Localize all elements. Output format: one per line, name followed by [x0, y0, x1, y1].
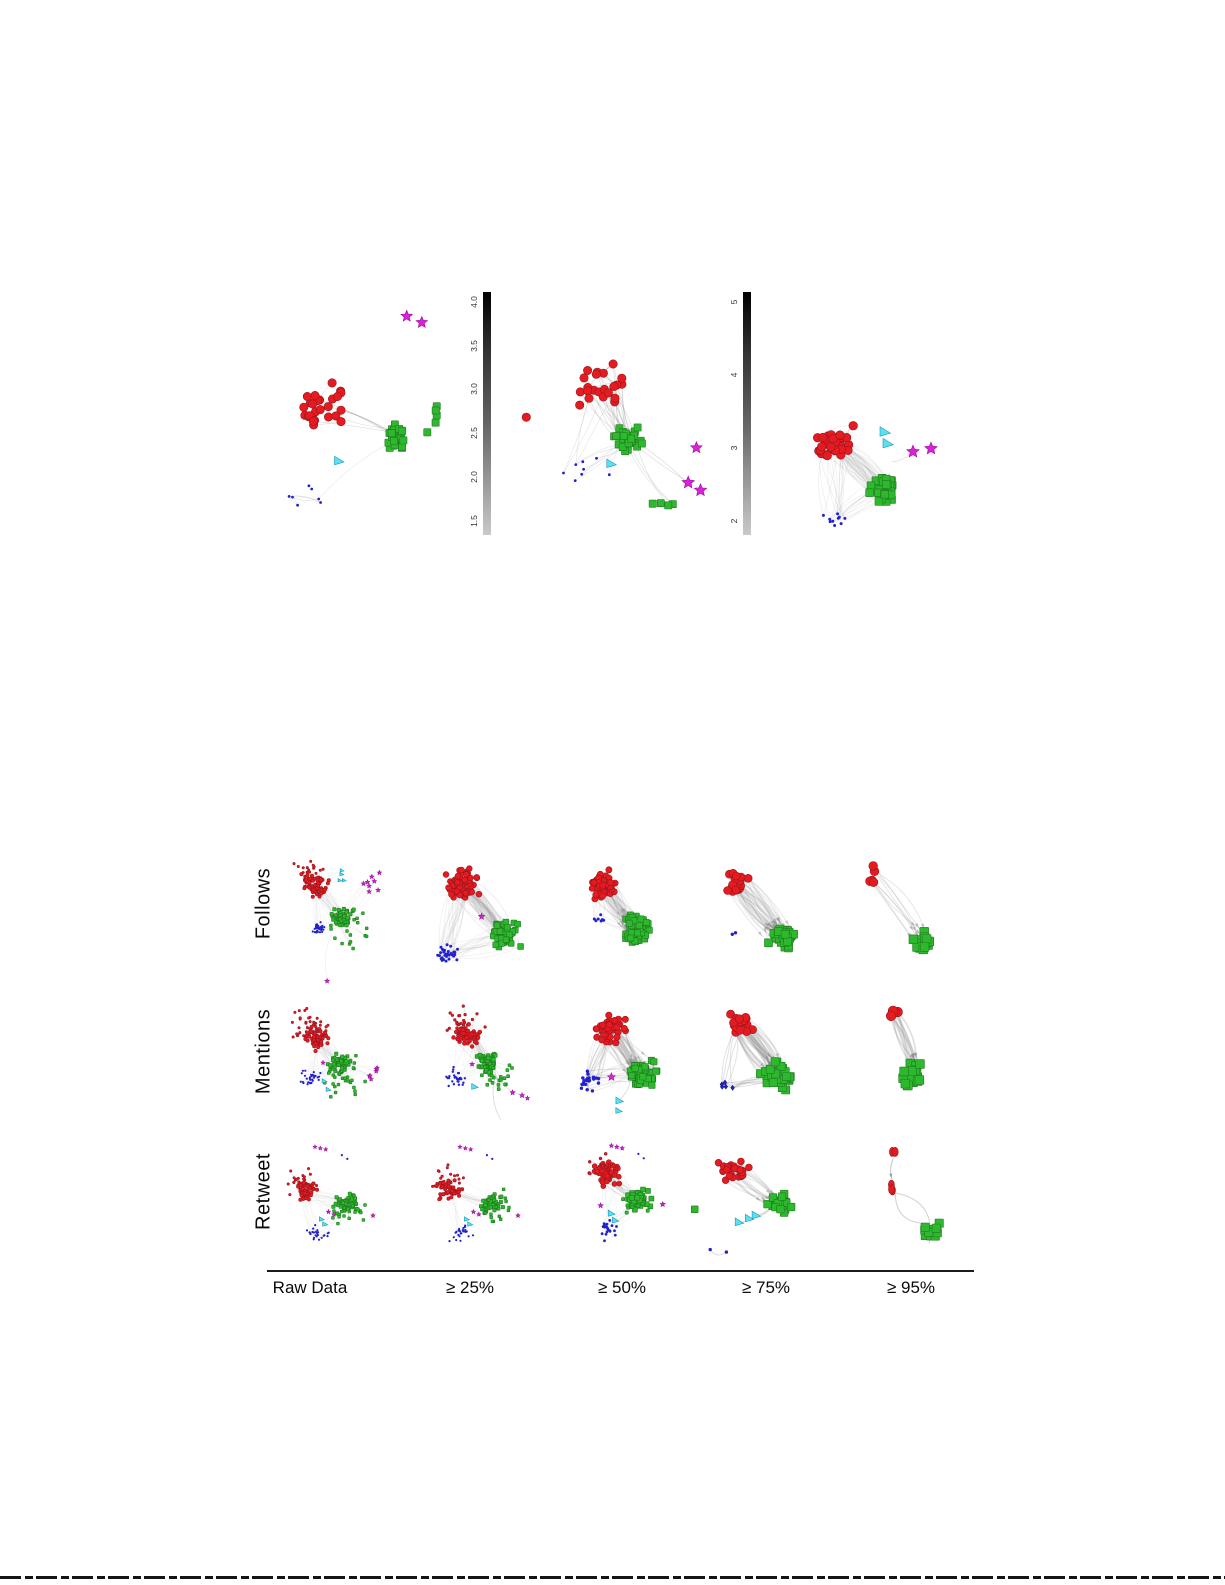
network-plot-mentions-25	[445, 1004, 531, 1120]
network-plot-mentions-75	[719, 1009, 795, 1095]
col-label-95pct: ≥ 95%	[886, 1278, 936, 1297]
network-plot-top-right	[812, 421, 938, 527]
network-plot-mentions-50	[579, 1011, 661, 1114]
network-plot-follows-25	[436, 865, 524, 963]
network-plot-mentions-raw	[290, 1007, 381, 1099]
colorbar-left: 4.0 3.5 3.0 2.5 2.0 1.5	[465, 292, 491, 535]
grid-axis-line	[267, 1270, 974, 1272]
network-plot-follows-75	[723, 868, 798, 953]
network-plot-retweet-raw	[286, 1144, 376, 1241]
network-plot-follows-95	[865, 861, 935, 955]
network-plot-mentions-95	[885, 1005, 925, 1091]
colorbar-tick-label: 5	[729, 299, 739, 305]
page-bottom-rule	[0, 1576, 1225, 1579]
colorbar-left-ticks: 4.0 3.5 3.0 2.5 2.0 1.5	[465, 292, 481, 535]
colorbar-right-ticks: 5 4 3 2	[725, 292, 741, 535]
col-label-50pct: ≥ 50%	[597, 1278, 647, 1297]
col-label-raw-data: Raw Data	[272, 1278, 348, 1297]
colorbar-tick-label: 3.5	[469, 339, 479, 352]
colorbar-tick-label: 2.0	[469, 470, 479, 483]
colorbar-tick-label: 4.0	[469, 295, 479, 308]
network-plot-top-left	[287, 309, 441, 507]
colorbar-right: 5 4 3 2	[725, 292, 751, 535]
network-plot-retweet-25	[431, 1144, 521, 1243]
colorbar-tick-label: 3.0	[469, 383, 479, 396]
network-plot-retweet-50	[587, 1142, 666, 1243]
col-label-25pct: ≥ 25%	[445, 1278, 495, 1297]
colorbar-left-gradient	[483, 292, 491, 535]
network-plot-retweet-75	[690, 1157, 796, 1256]
colorbar-tick-label: 2	[729, 518, 739, 523]
network-plot-top-middle	[521, 359, 708, 510]
colorbar-tick-label: 4	[729, 372, 739, 378]
colorbar-tick-label: 1.5	[469, 514, 479, 527]
network-plot-follows-raw	[292, 859, 383, 984]
colorbar-tick-label: 3	[729, 445, 739, 451]
network-plot-follows-50	[588, 866, 653, 946]
colorbar-right-gradient	[743, 292, 751, 535]
col-label-75pct: ≥ 75%	[741, 1278, 791, 1297]
network-plot-retweet-95	[888, 1146, 944, 1244]
colorbar-tick-label: 2.5	[469, 427, 479, 439]
